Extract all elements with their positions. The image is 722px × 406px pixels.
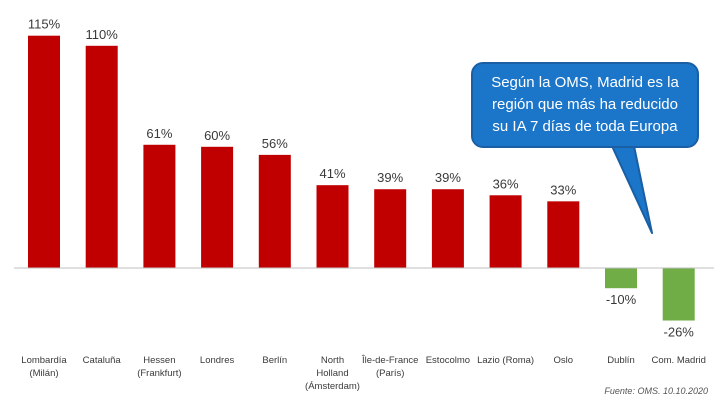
category-label: Hessen (Frankfurt): [137, 355, 181, 379]
bar-value-label: -26%: [664, 325, 695, 340]
category-label: North Holland (Ámsterdam): [305, 355, 360, 392]
callout-box: Según la OMS, Madrid es la región que má…: [471, 62, 699, 148]
bar-value-label: 60%: [204, 128, 230, 143]
bar: [662, 268, 695, 321]
bar-value-label: -10%: [606, 292, 637, 307]
category-label: Lombardía (Milán): [21, 355, 67, 379]
bar-value-label: 33%: [550, 182, 576, 197]
bar: [489, 195, 522, 268]
bar: [143, 144, 176, 268]
category-label: Londres: [200, 355, 235, 366]
bar: [201, 146, 234, 268]
bar: [374, 189, 407, 268]
category-label: Dublín: [607, 355, 634, 366]
bar: [547, 201, 580, 268]
bar-value-label: 115%: [28, 17, 61, 32]
callout-line: Según la OMS, Madrid es la: [491, 74, 679, 91]
category-label: Lazio (Roma): [477, 355, 534, 366]
category-labels-group: Lombardía (Milán) Cataluña Hessen (Frankfurt…: [21, 355, 706, 392]
bar-value-label: 39%: [435, 170, 461, 185]
bar-value-label: 56%: [262, 136, 288, 151]
category-label: Île-de-France (París): [361, 355, 419, 379]
bar: [85, 45, 118, 268]
bar: [605, 268, 637, 289]
bar: [316, 185, 349, 268]
callout-line: región que más ha reducido: [492, 96, 678, 113]
value-labels-group: 115% 110% 61% 60% 56% 41% 39% 39% 36% 33% -10% -26%: [28, 17, 694, 340]
bar-value-label: 110%: [86, 27, 119, 42]
bar-value-label: 41%: [319, 166, 345, 181]
category-label: Cataluña: [83, 355, 122, 366]
bars-group: [28, 35, 695, 321]
bar: [431, 189, 464, 268]
bar-value-label: 39%: [377, 170, 403, 185]
category-label: Estocolmo: [426, 355, 470, 366]
bar: [258, 154, 291, 268]
bar: [28, 35, 60, 269]
bar-value-label: 61%: [146, 126, 172, 141]
source-note: Fuente: OMS. 10.10.2020: [604, 386, 708, 396]
callout-line: su IA 7 días de toda Europa: [492, 118, 678, 135]
bar-value-label: 36%: [493, 176, 519, 191]
category-label: Oslo: [554, 355, 574, 366]
category-label: Berlín: [262, 355, 287, 366]
category-label: Com. Madrid: [652, 355, 706, 366]
